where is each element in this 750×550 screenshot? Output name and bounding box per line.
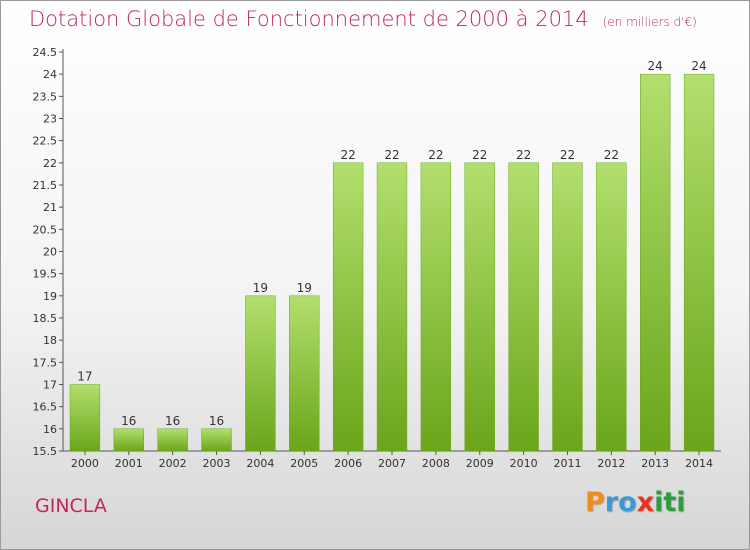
logo-letter: r [604, 487, 619, 518]
x-tick-label: 2010 [510, 457, 538, 470]
bar-2003 [201, 428, 232, 452]
bar-2011 [552, 162, 583, 452]
logo-letter: x [636, 487, 655, 518]
x-tick-label: 2004 [246, 457, 274, 470]
bars: 17 16 16 16 19 19 22 22 22 22 22 22 22 24 24 [69, 59, 715, 452]
bar-2008 [420, 162, 452, 452]
logo-letter: i [654, 487, 664, 518]
x-tick-label: 2001 [115, 457, 143, 470]
y-tick-label: 16 [43, 423, 57, 436]
data-label-2007: 22 [384, 148, 399, 162]
bar-2004 [245, 295, 276, 452]
bar-2005 [289, 295, 320, 452]
y-tick-label: 24.5 [33, 46, 58, 59]
y-tick-label: 24 [43, 68, 57, 81]
logo-letter: t [663, 487, 677, 518]
bar-2000 [69, 384, 101, 452]
y-tick-label: 23.5 [33, 90, 58, 103]
data-label-2011: 22 [560, 148, 575, 162]
bar-2013 [640, 73, 671, 452]
y-tick-label: 16.5 [33, 401, 58, 414]
x-tick-label: 2012 [597, 457, 625, 470]
bar-2014 [683, 73, 715, 452]
chart-subtitle: (en milliers d'€) [602, 15, 697, 29]
data-label-2004: 19 [253, 281, 268, 295]
y-tick-label: 23 [43, 113, 57, 126]
y-tick-label: 17.5 [33, 356, 58, 369]
logo-letter: i [676, 487, 686, 518]
data-label-2001: 16 [121, 414, 136, 428]
chart-title: Dotation Globale de Fonctionnement de 20… [29, 7, 697, 31]
data-label-2005: 19 [297, 281, 312, 295]
bar-2006 [332, 162, 364, 452]
data-label-2003: 16 [209, 414, 224, 428]
y-tick-label: 20.5 [33, 223, 58, 236]
y-tick-label: 22 [43, 157, 57, 170]
bar-2009 [464, 162, 495, 452]
y-tick-label: 21.5 [33, 179, 58, 192]
x-tick-label: 2008 [422, 457, 450, 470]
bar-2010 [508, 162, 539, 452]
y-tick-label: 21 [43, 201, 57, 214]
x-tick-label: 2006 [334, 457, 362, 470]
x-tick-label: 2000 [71, 457, 99, 470]
bar-2001 [113, 428, 144, 452]
logo-letter: P [585, 487, 605, 518]
axes: 15.5 16 16.5 17 17.5 18 18.5 19 19.5 20 20.5 21 21.5… [33, 46, 721, 470]
data-label-2008: 22 [428, 148, 443, 162]
chart-title-text: Dotation Globale de Fonctionnement de 20… [29, 7, 589, 31]
bar-2007 [376, 162, 408, 452]
logo-letter: o [618, 487, 637, 518]
x-tick-label: 2005 [290, 457, 318, 470]
data-label-2000: 17 [77, 370, 92, 384]
x-tick-label: 2002 [159, 457, 187, 470]
y-tick-label: 15.5 [33, 445, 58, 458]
data-label-2010: 22 [516, 148, 531, 162]
y-tick-label: 18 [43, 334, 57, 347]
data-label-2012: 22 [604, 148, 619, 162]
y-tick-label: 17 [43, 379, 57, 392]
data-label-2002: 16 [165, 414, 180, 428]
y-tick-label: 20 [43, 246, 57, 259]
data-label-2009: 22 [472, 148, 487, 162]
bar-chart: 15.5 16 16.5 17 17.5 18 18.5 19 19.5 20 20.5 21 21.5… [33, 46, 721, 470]
x-tick-label: 2003 [203, 457, 231, 470]
x-tick-label: 2011 [553, 457, 581, 470]
y-tick-label: 19.5 [33, 268, 58, 281]
y-tick-label: 19 [43, 290, 57, 303]
bar-2002 [157, 428, 188, 452]
x-tick-label: 2007 [378, 457, 406, 470]
data-label-2013: 24 [648, 59, 663, 73]
data-label-2014: 24 [691, 59, 706, 73]
x-tick-label: 2014 [685, 457, 713, 470]
bar-2012 [596, 162, 627, 452]
commune-name: GINCLA [35, 495, 107, 517]
x-tick-label: 2013 [641, 457, 669, 470]
y-tick-label: 18.5 [33, 312, 58, 325]
x-tick-label: 2009 [466, 457, 494, 470]
proxiti-logo: Proxiti [585, 487, 686, 518]
y-tick-label: 22.5 [33, 135, 58, 148]
data-label-2006: 22 [340, 148, 355, 162]
